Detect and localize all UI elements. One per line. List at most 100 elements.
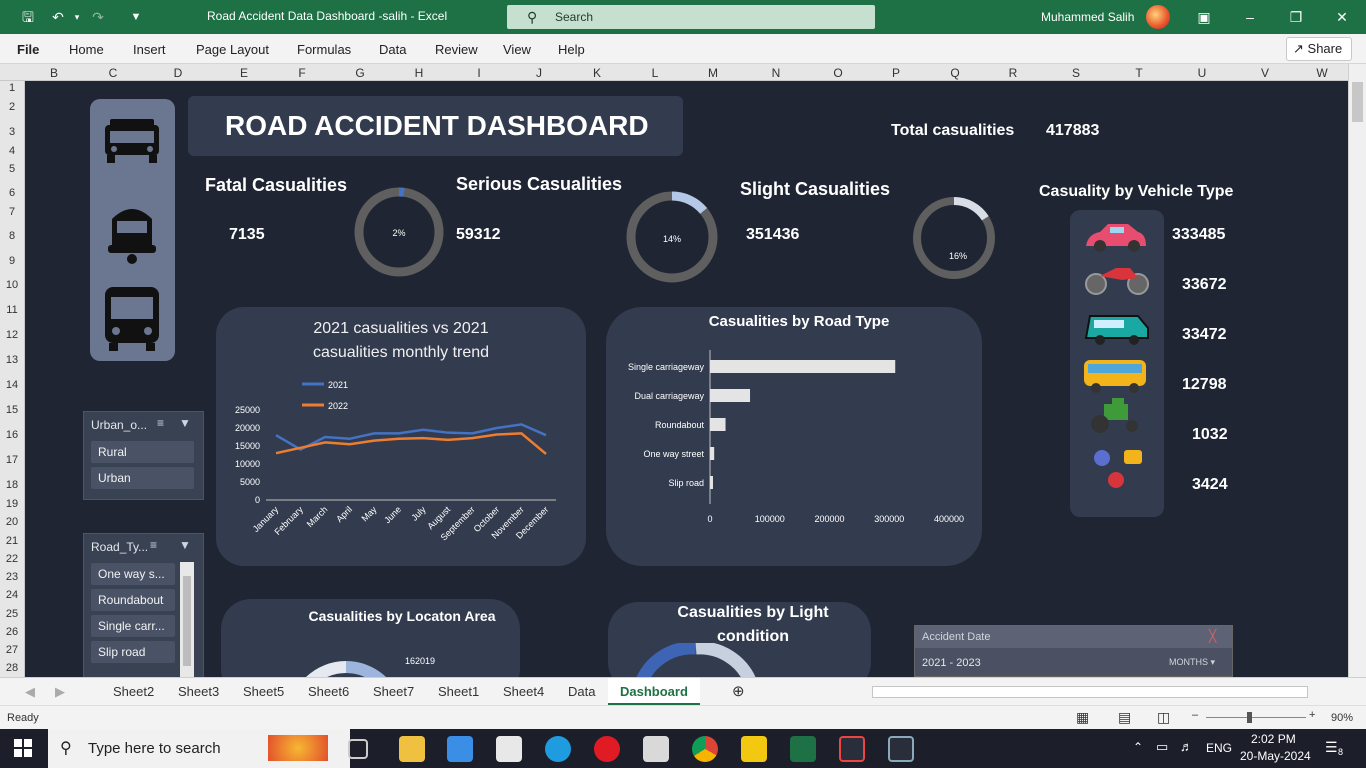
power-bi-icon[interactable] [741, 736, 767, 762]
sheet-tab[interactable]: Sheet6 [308, 684, 350, 699]
clock-date[interactable]: 20-May-2024 [1240, 749, 1311, 763]
column-header[interactable]: U [1197, 66, 1207, 80]
column-header[interactable]: W [1316, 66, 1328, 80]
column-header[interactable]: H [414, 66, 424, 80]
clear-filter-icon[interactable]: ▼ [179, 416, 191, 430]
language-indicator[interactable]: ENG [1206, 741, 1233, 755]
zoom-level[interactable]: 90% [1331, 712, 1354, 724]
vertical-scrollbar[interactable] [1348, 64, 1366, 677]
column-header[interactable]: R [1008, 66, 1018, 80]
horizontal-scrollbar[interactable] [872, 686, 1308, 698]
row-header[interactable]: 16 [5, 429, 19, 441]
column-header[interactable]: Q [950, 66, 960, 80]
tab-insert[interactable]: Insert [133, 42, 166, 57]
row-header[interactable]: 14 [5, 379, 19, 391]
user-name[interactable]: Muhammed Salih [1041, 10, 1135, 24]
slicer-item-urban[interactable]: Urban [91, 467, 194, 489]
mail-icon[interactable] [496, 736, 522, 762]
sheet-tab[interactable]: Sheet4 [503, 684, 545, 699]
tab-data[interactable]: Data [379, 42, 407, 57]
tab-file[interactable]: File [17, 42, 40, 57]
ribbon-display-icon[interactable]: ▣ [1197, 9, 1211, 25]
clear-filter-icon[interactable]: ▼ [179, 538, 191, 552]
column-header[interactable]: K [592, 66, 602, 80]
row-header[interactable]: 9 [8, 255, 16, 267]
sheet-tab[interactable]: Sheet7 [373, 684, 415, 699]
tab-view[interactable]: View [503, 42, 531, 57]
close-icon[interactable]: ✕ [1336, 9, 1348, 25]
column-header[interactable]: S [1071, 66, 1081, 80]
row-header[interactable]: 6 [8, 187, 16, 199]
windows-start-icon[interactable] [14, 739, 32, 757]
row-header[interactable]: 21 [5, 535, 19, 547]
column-header[interactable]: I [477, 66, 481, 80]
multi-select-icon[interactable]: ≡ [157, 416, 165, 430]
scroll-tabs-left-icon[interactable]: ◀ [25, 684, 35, 699]
slicer-item-single-carriageway[interactable]: Single carr... [91, 615, 175, 637]
row-header[interactable]: 3 [8, 126, 16, 138]
row-header[interactable]: 4 [8, 145, 16, 157]
task-view-icon[interactable] [348, 739, 368, 759]
column-header[interactable]: M [708, 66, 718, 80]
opera-icon[interactable] [594, 736, 620, 762]
row-header[interactable]: 22 [5, 553, 19, 565]
share-button[interactable]: ↗ Share [1286, 37, 1352, 61]
column-header[interactable]: P [891, 66, 901, 80]
tab-home[interactable]: Home [69, 42, 104, 57]
tab-help[interactable]: Help [558, 42, 585, 57]
chrome-icon[interactable] [692, 736, 718, 762]
clock-time[interactable]: 2:02 PM [1251, 732, 1296, 746]
battery-icon[interactable]: ▭ [1156, 739, 1169, 754]
excel-icon[interactable] [790, 736, 816, 762]
normal-view-icon[interactable]: ▦ [1076, 709, 1090, 725]
sheet-tab[interactable]: Data [568, 684, 596, 699]
column-header[interactable]: E [239, 66, 249, 80]
snipping-tool-icon[interactable] [839, 736, 865, 762]
row-header[interactable]: 25 [5, 608, 19, 620]
timeline-unit-dropdown[interactable]: MONTHS ▾ [1169, 657, 1215, 668]
row-header[interactable]: 28 [5, 662, 19, 674]
tab-formulas[interactable]: Formulas [297, 42, 352, 57]
row-header[interactable]: 12 [5, 329, 19, 341]
show-hidden-icons[interactable]: ⌃ [1133, 740, 1144, 754]
slicer-item-rural[interactable]: Rural [91, 441, 194, 463]
column-header[interactable]: O [833, 66, 843, 80]
save-icon[interactable]: 🖫 [22, 9, 34, 25]
taskbar-search[interactable]: ⚲ Type here to search [48, 729, 350, 768]
column-header[interactable]: V [1260, 66, 1270, 80]
add-sheet-icon[interactable]: ⊕ [732, 683, 745, 700]
column-header[interactable]: F [298, 66, 306, 80]
row-header[interactable]: 13 [5, 354, 19, 366]
store-icon[interactable] [447, 736, 473, 762]
column-header[interactable]: L [651, 66, 659, 80]
slicer-item-slip-road[interactable]: Slip road [91, 641, 175, 663]
sheet-tab[interactable]: Sheet5 [243, 684, 285, 699]
row-header[interactable]: 11 [6, 304, 18, 316]
row-header[interactable]: 24 [5, 589, 19, 601]
search-box[interactable]: ⚲ Search [507, 5, 875, 29]
column-header[interactable]: G [355, 66, 365, 80]
file-explorer-icon[interactable] [399, 736, 425, 762]
row-header[interactable]: 26 [5, 626, 19, 638]
undo-dropdown-icon[interactable]: ▾ [74, 12, 80, 22]
row-header[interactable]: 8 [8, 230, 16, 242]
clear-filter-icon[interactable]: ╳ [1209, 629, 1217, 643]
row-header[interactable]: 27 [5, 644, 19, 656]
restore-icon[interactable]: ❐ [1289, 9, 1303, 25]
row-header[interactable]: 7 [8, 206, 16, 218]
row-header[interactable]: 5 [8, 163, 16, 175]
zoom-slider-handle[interactable] [1247, 712, 1252, 723]
slicer-item-roundabout[interactable]: Roundabout [91, 589, 175, 611]
slicer-scrollbar[interactable] [180, 562, 194, 677]
slicer-scroll-thumb[interactable] [183, 576, 191, 666]
customize-toolbar-icon[interactable]: ▼ [130, 11, 142, 23]
timeline-slicer[interactable]: Accident Date ╳ 2021 - 2023 MONTHS ▾ [914, 625, 1233, 677]
multi-select-icon[interactable]: ≡ [150, 538, 158, 552]
row-header[interactable]: 18 [5, 479, 19, 491]
column-header[interactable]: C [108, 66, 118, 80]
volume-icon[interactable]: ♬ [1180, 739, 1193, 754]
row-header[interactable]: 20 [5, 516, 19, 528]
redo-icon[interactable]: ↷ [92, 9, 104, 25]
zoom-out-button[interactable]: – [1192, 709, 1199, 721]
column-header[interactable]: T [1135, 66, 1143, 80]
